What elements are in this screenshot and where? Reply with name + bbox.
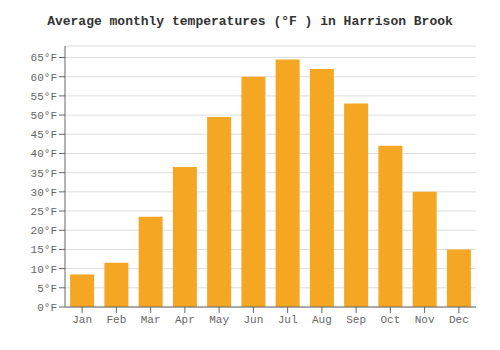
svg-text:5°F: 5°F <box>37 283 57 295</box>
svg-text:60°F: 60°F <box>31 72 57 84</box>
svg-text:Aug: Aug <box>312 314 332 326</box>
svg-text:30°F: 30°F <box>31 187 57 199</box>
svg-text:20°F: 20°F <box>31 225 57 237</box>
svg-text:10°F: 10°F <box>31 264 57 276</box>
svg-text:25°F: 25°F <box>31 206 57 218</box>
html-text:Average monthly temperatures (: Average monthly temperatures (°F ) in Ha… <box>47 14 453 29</box>
svg-text:0°F: 0°F <box>37 302 57 314</box>
svg-text:15°F: 15°F <box>31 244 57 256</box>
svg-text:May: May <box>209 314 229 326</box>
svg-text:Oct: Oct <box>380 314 400 326</box>
svg-text:Mar: Mar <box>141 314 161 326</box>
svg-text:40°F: 40°F <box>31 148 57 160</box>
svg-text:Feb: Feb <box>106 314 126 326</box>
svg-text:Apr: Apr <box>175 314 195 326</box>
svg-text:Nov: Nov <box>415 314 435 326</box>
svg-text:50°F: 50°F <box>31 110 57 122</box>
svg-text:35°F: 35°F <box>31 168 57 180</box>
svg-text:Jan: Jan <box>72 314 92 326</box>
svg-text:Sep: Sep <box>346 314 366 326</box>
svg-text:55°F: 55°F <box>31 91 57 103</box>
svg-text:Dec: Dec <box>449 314 469 326</box>
svg-text:65°F: 65°F <box>31 52 57 64</box>
svg-text:Jun: Jun <box>243 314 263 326</box>
svg-text:45°F: 45°F <box>31 129 57 141</box>
svg-text:Jul: Jul <box>278 314 298 326</box>
